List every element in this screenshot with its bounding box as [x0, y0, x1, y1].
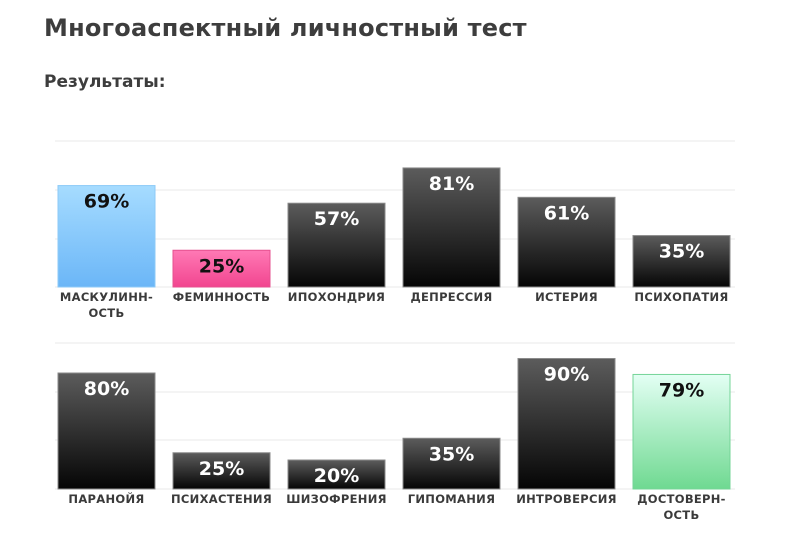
bar-value-label: 25%: [199, 255, 244, 277]
page-title: Многоаспектный личностный тест: [44, 14, 527, 42]
bar-value-label: 25%: [199, 458, 244, 480]
chart-panel-2: 80% ПАРАНОЙЯ 25% ПСИХАСТЕНИЯ 20% ШИЗОФРЕНИЯ 35…: [55, 342, 735, 522]
bar: [287, 202, 386, 288]
category-label: ИСТЕРИЯ: [535, 290, 598, 304]
category-label: ДЕПРЕССИЯ: [410, 290, 492, 304]
category-label: ОСТЬ: [88, 306, 124, 320]
bar-value-label: 79%: [659, 379, 704, 401]
bar: [517, 196, 616, 288]
bar: [57, 185, 156, 288]
category-label: ИПОХОНДРИЯ: [288, 290, 385, 304]
category-label: МАСКУЛИНН-: [60, 290, 153, 304]
results-label: Результаты:: [44, 72, 166, 92]
category-label: ИНТРОВЕРСИЯ: [516, 492, 617, 506]
category-label: ПСИХОПАТИЯ: [634, 290, 728, 304]
bar: [172, 249, 271, 288]
bar-value-label: 81%: [429, 173, 474, 195]
bar: [517, 358, 616, 490]
bar: [57, 372, 156, 490]
category-label: ПАРАНОЙЯ: [68, 491, 144, 506]
bar-value-label: 57%: [314, 208, 359, 230]
bar-value-label: 35%: [659, 241, 704, 263]
category-label: ГИПОМАНИЯ: [408, 492, 496, 506]
category-label: ПСИХАСТЕНИЯ: [171, 492, 272, 506]
bar: [287, 459, 386, 490]
bar: [632, 235, 731, 288]
bar: [632, 373, 731, 490]
bar-value-label: 61%: [544, 202, 589, 224]
bar-value-label: 35%: [429, 443, 474, 465]
chart-panel-1: 69% МАСКУЛИНН- ОСТЬ 25% ФЕМИННОСТЬ 57% ИПОХОНД…: [55, 140, 735, 320]
bar-value-label: 90%: [544, 364, 589, 386]
bar-value-label: 69%: [84, 191, 129, 213]
bar: [402, 167, 501, 288]
category-label: ОСТЬ: [663, 508, 699, 522]
bar: [172, 452, 271, 490]
category-label: ФЕМИННОСТЬ: [173, 290, 270, 304]
bar: [402, 437, 501, 490]
bar-value-label: 80%: [84, 378, 129, 400]
category-label: ШИЗОФРЕНИЯ: [286, 492, 387, 506]
bar-value-label: 20%: [314, 465, 359, 487]
category-label: ДОСТОВЕРН-: [637, 492, 726, 506]
